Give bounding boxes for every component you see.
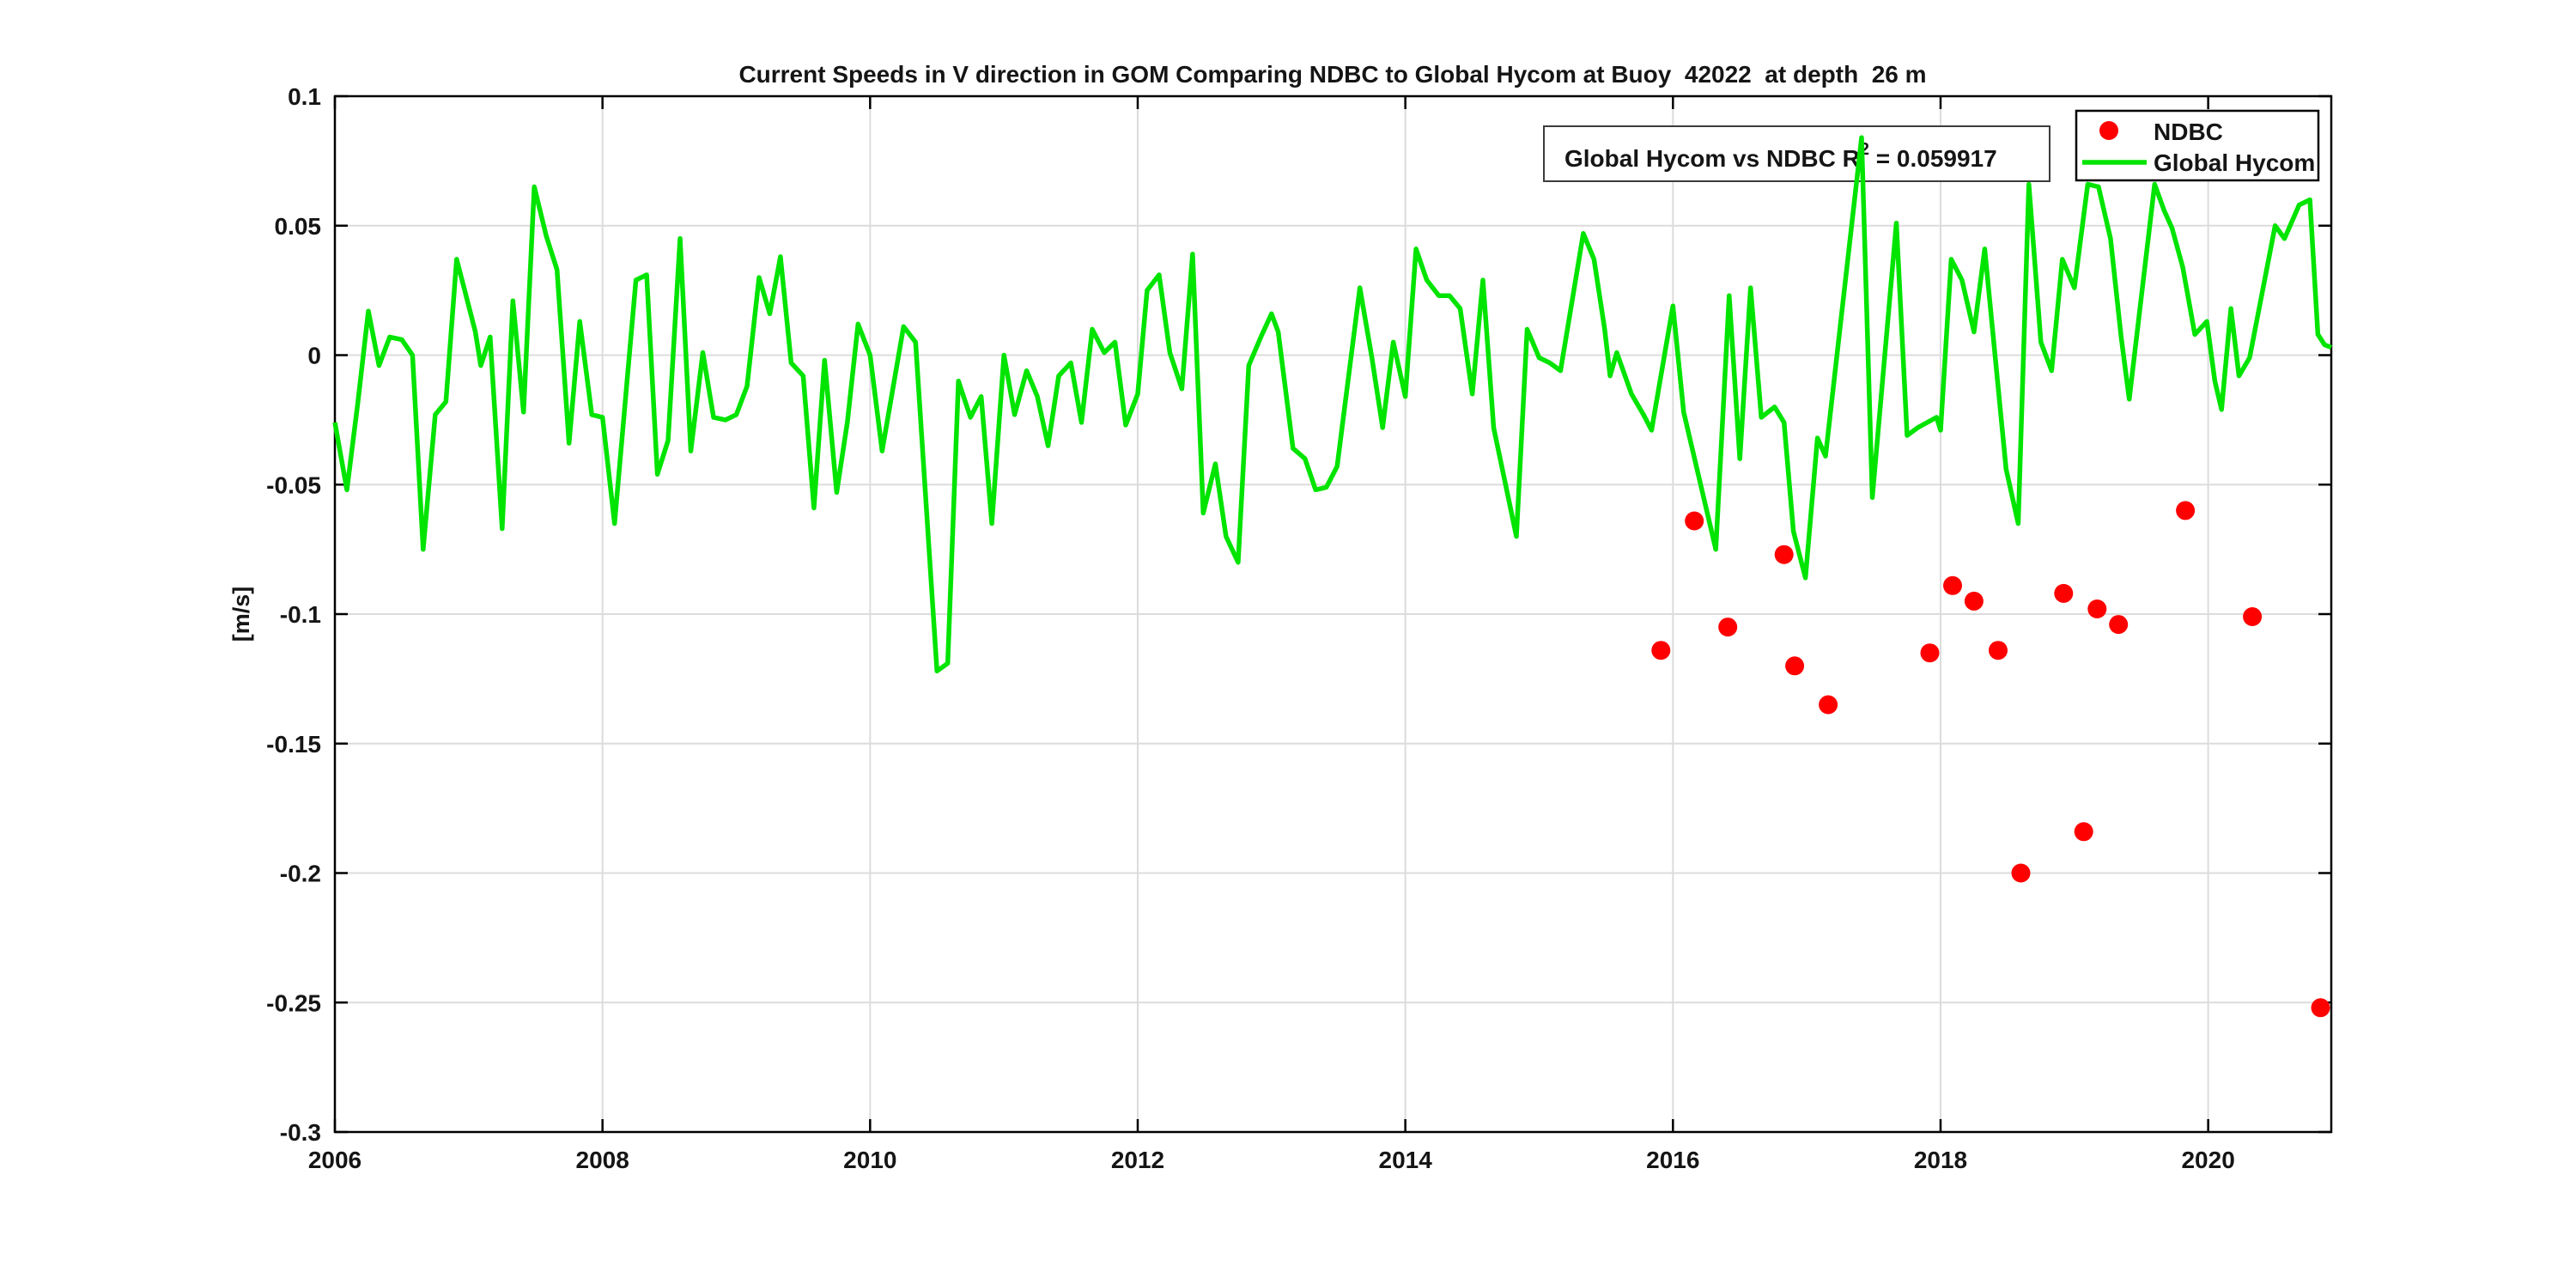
ndbc-point xyxy=(2011,863,2031,883)
ndbc-point xyxy=(1774,545,1794,564)
r2-annotation-prefix: Global Hycom vs NDBC R xyxy=(1564,145,1860,172)
y-tick-label: -0.3 xyxy=(280,1119,321,1146)
legend-ndbc-marker-icon xyxy=(2099,121,2118,140)
ndbc-point xyxy=(2176,501,2196,520)
y-tick-label: 0.05 xyxy=(275,213,322,240)
r2-annotation-superscript: 2 xyxy=(1860,140,1869,159)
ndbc-point xyxy=(1989,641,2008,660)
hycom-line-series xyxy=(332,135,2333,674)
x-tick-label: 2008 xyxy=(576,1147,629,1173)
ndbc-point xyxy=(1785,656,1805,676)
legend-hycom-label: Global Hycom xyxy=(2154,149,2315,176)
ndbc-scatter-series xyxy=(1651,501,2330,1018)
ndbc-point xyxy=(1943,575,1962,595)
ndbc-point xyxy=(2054,583,2074,603)
y-tick-label: -0.2 xyxy=(280,861,321,887)
legend: NDBC Global Hycom xyxy=(2075,109,2320,182)
x-tick-label: 2018 xyxy=(1914,1147,1967,1173)
x-tick-label: 2016 xyxy=(1646,1147,1699,1173)
y-tick-label: -0.05 xyxy=(266,472,321,498)
y-tick-label: -0.25 xyxy=(266,989,321,1016)
r2-annotation: Global Hycom vs NDBC R2 = 0.059917 xyxy=(1543,125,2050,182)
x-tick-label: 2014 xyxy=(1379,1147,1433,1173)
r2-annotation-suffix: = 0.059917 xyxy=(1869,145,1997,172)
ndbc-point xyxy=(1685,511,1704,531)
x-tick-label: 2012 xyxy=(1111,1147,1164,1173)
ndbc-point xyxy=(1920,643,1940,663)
ndbc-point xyxy=(2074,822,2093,842)
legend-box xyxy=(2075,109,2320,182)
legend-ndbc-label: NDBC xyxy=(2154,119,2223,145)
y-tick-label: -0.1 xyxy=(280,601,321,628)
ndbc-point xyxy=(1718,618,1738,637)
ndbc-point xyxy=(1651,641,1671,660)
y-tick-label: -0.15 xyxy=(266,731,321,758)
ndbc-point xyxy=(2311,998,2330,1018)
x-tick-label: 2006 xyxy=(308,1147,361,1173)
ndbc-point xyxy=(2109,615,2129,635)
x-tick-labels: 2006 2008 2010 2012 2014 2016 2018 2020 xyxy=(308,1147,2235,1173)
r2-annotation-box xyxy=(1543,125,2050,182)
axes-box xyxy=(333,94,2333,1134)
ndbc-point xyxy=(2243,607,2263,626)
y-tick-label: 0.1 xyxy=(288,83,321,110)
chart-title: Current Speeds in V direction in GOM Com… xyxy=(738,61,1926,88)
y-tick-label: 0 xyxy=(307,343,321,369)
x-tick-label: 2020 xyxy=(2181,1147,2234,1173)
ndbc-point xyxy=(2087,599,2107,618)
r2-annotation-text: Global Hycom vs NDBC R2 = 0.059917 xyxy=(1564,140,1997,172)
y-tick-labels: 0.1 0.05 0 -0.05 -0.1 -0.15 -0.2 -0.25 -0.3 xyxy=(266,83,321,1146)
ndbc-point xyxy=(1819,695,1838,715)
x-tick-label: 2010 xyxy=(843,1147,896,1173)
ndbc-point xyxy=(1964,591,1984,611)
y-axis-label: [m/s] xyxy=(228,587,254,642)
hycom-line xyxy=(332,135,2333,674)
